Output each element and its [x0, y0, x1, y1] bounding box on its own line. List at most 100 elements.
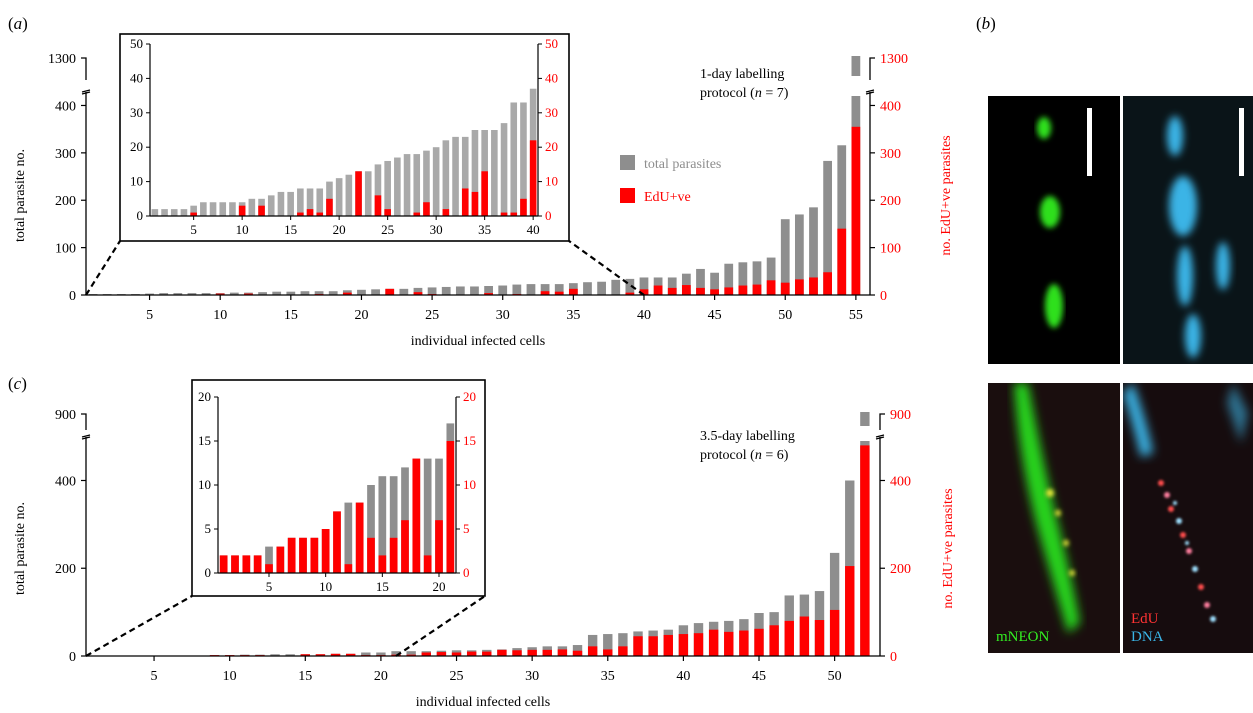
- y-axis-label-right: no. EdU+ve parasites: [939, 135, 954, 255]
- bar-edu: [542, 649, 552, 656]
- inset-bar-edu: [401, 520, 409, 573]
- inset-bar-total: [306, 188, 314, 216]
- y-axis-label-left: total parasite no.: [13, 149, 28, 242]
- inset-bar-edu: [253, 555, 262, 573]
- inset-y-tick-label-right: 40: [545, 70, 558, 85]
- inset-bar-edu: [355, 171, 362, 216]
- inset-bar-edu: [287, 537, 296, 573]
- inset-bar-edu: [510, 212, 518, 216]
- inset-y-tick-label-right: 30: [545, 105, 558, 120]
- bar-total: [357, 289, 366, 295]
- bar-total: [829, 552, 840, 656]
- inset-bar-total: [316, 188, 324, 216]
- inset-bar-edu: [321, 529, 330, 573]
- inset-bar-total: [209, 202, 217, 216]
- bar-total: [618, 633, 628, 656]
- zoom-line-c-left: [85, 595, 193, 657]
- edu-label: EdU: [1131, 611, 1159, 627]
- x-axis-label: individual infected cells: [411, 334, 546, 349]
- bar-edu: [860, 445, 870, 656]
- inset-y-tick-label-left: 0: [205, 565, 212, 580]
- inset-bar-edu: [276, 546, 285, 573]
- bar-total: [696, 268, 705, 295]
- bar-edu: [851, 126, 861, 295]
- inset-bar-edu: [355, 502, 364, 573]
- x-tick-label: 40: [676, 669, 690, 684]
- x-tick-label: 25: [450, 669, 464, 684]
- bar-total: [837, 145, 847, 295]
- bar-total: [187, 293, 197, 295]
- y-tick-label-left: 0: [69, 650, 76, 665]
- bar-edu: [693, 633, 704, 656]
- legend-swatch-edu: [620, 188, 635, 203]
- y-tick-label-left: 0: [69, 289, 76, 304]
- y-tick-label-right: 200: [890, 562, 911, 577]
- x-tick-label: 30: [525, 669, 539, 684]
- inset-bar-total: [267, 195, 275, 216]
- y-axis-right-upper: [879, 413, 885, 430]
- x-tick-label: 50: [828, 669, 842, 684]
- bar-total: [413, 287, 423, 295]
- inset-bar-total: [248, 198, 256, 216]
- y-tick-label-left: 400: [55, 99, 76, 114]
- inset-bar-total: [229, 202, 236, 216]
- x-tick-label: 5: [146, 308, 153, 323]
- inset-x-tick-label: 20: [333, 222, 346, 237]
- zoom-line-a-left: [85, 240, 121, 296]
- inset-bar-edu: [297, 212, 304, 216]
- inset-x-tick-label: 15: [376, 579, 389, 594]
- y-tick-label-right: 200: [880, 194, 901, 209]
- bar-edu: [497, 649, 507, 656]
- x-tick-label: 15: [298, 669, 312, 684]
- microscopy-mneon-top: [988, 96, 1120, 364]
- bar-total: [328, 291, 338, 295]
- inset-bar-total: [378, 476, 387, 573]
- bar-edu: [557, 649, 568, 656]
- inset-bar-total: [394, 157, 401, 216]
- bar-total: [681, 273, 691, 295]
- inset-bar-total: [510, 102, 518, 216]
- inset-y-tick-label-right: 0: [545, 208, 552, 223]
- bar-edu: [769, 625, 779, 656]
- bar-total: [455, 286, 465, 295]
- bar-edu: [648, 636, 658, 656]
- y-tick-label-right: 0: [880, 289, 887, 304]
- bar-total: [258, 292, 267, 295]
- bar-edu: [568, 288, 578, 295]
- bar-total: [597, 281, 606, 295]
- y-tick-label-right: 0: [890, 650, 897, 665]
- bar-edu: [653, 285, 663, 295]
- bar-edu: [484, 293, 493, 295]
- bar-edu: [724, 631, 734, 656]
- bar-total: [173, 293, 183, 295]
- y-axis-left-upper: [81, 57, 87, 80]
- inset-y-tick-label-right: 15: [463, 433, 476, 448]
- inset-bar-total: [423, 458, 432, 573]
- inset-bar-total: [200, 202, 207, 216]
- inset-y-tick-label-right: 5: [463, 521, 470, 536]
- bar-total: [229, 292, 239, 295]
- bar-total: [526, 284, 536, 295]
- inset-y-tick-label-left: 10: [198, 477, 211, 492]
- inset-y-tick-label-left: 20: [198, 389, 211, 404]
- bar-total-cap: [851, 56, 861, 76]
- bar-total: [738, 262, 748, 295]
- inset-x-tick-label: 5: [190, 222, 197, 237]
- bar-total: [361, 652, 371, 656]
- inset-y-tick-label-left: 50: [130, 36, 143, 51]
- bar-total: [498, 285, 508, 295]
- bar-edu: [766, 280, 776, 295]
- bar-edu: [667, 287, 677, 295]
- inset-bar-total: [170, 209, 178, 216]
- bar-edu: [678, 634, 689, 656]
- inset-y-tick-label-right: 20: [545, 139, 558, 154]
- bar-total: [554, 284, 564, 295]
- inset-y-tick-label-left: 15: [198, 433, 211, 448]
- inset-y-tick-label-right: 20: [463, 389, 476, 404]
- x-tick-label: 35: [601, 669, 615, 684]
- inset-bar-total: [335, 178, 343, 216]
- bar-edu: [527, 649, 537, 656]
- bar-edu: [618, 646, 628, 656]
- inset-bar-edu: [389, 537, 398, 573]
